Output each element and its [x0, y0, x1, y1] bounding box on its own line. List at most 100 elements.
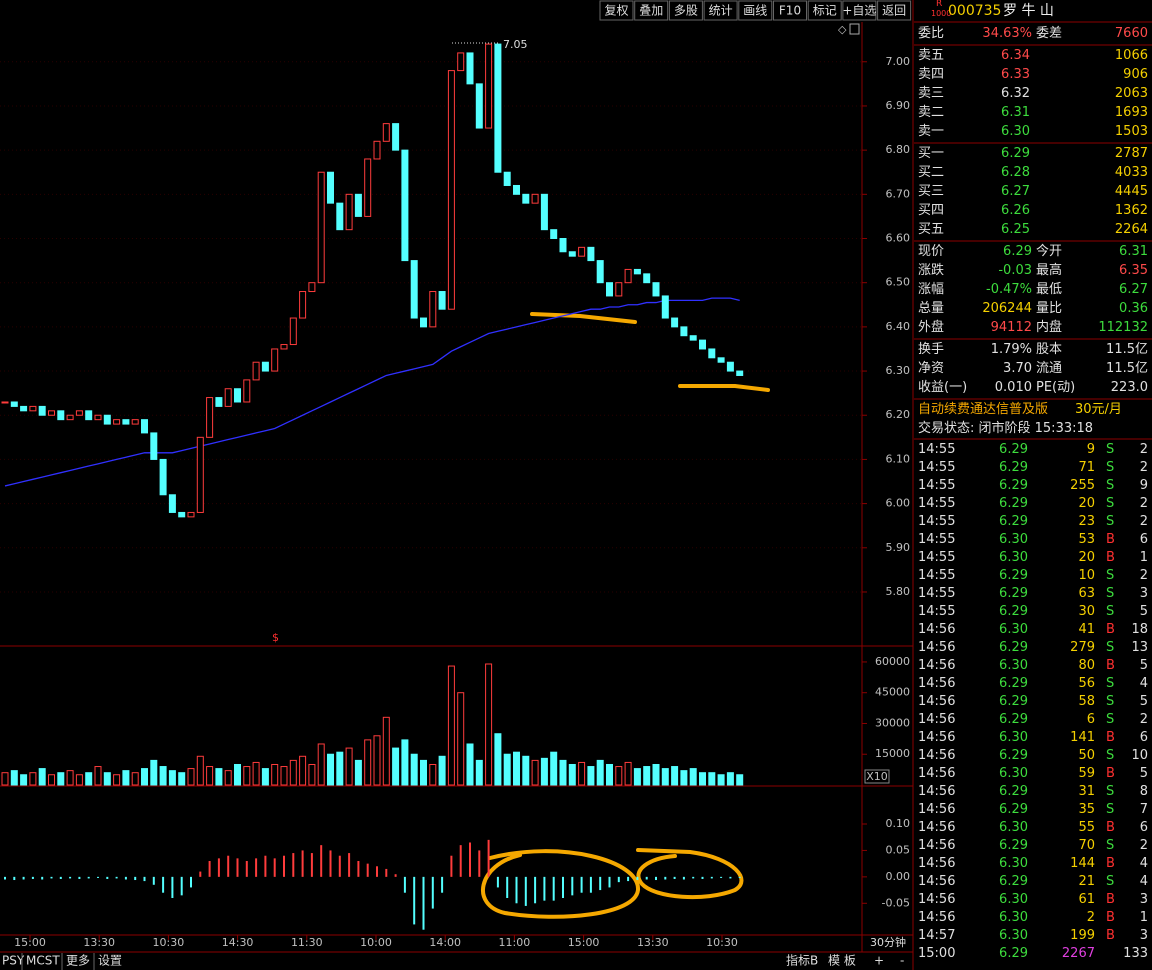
- trade-volume: 21: [1078, 874, 1095, 889]
- trade-price: 6.30: [999, 730, 1028, 745]
- toolbar-button[interactable]: [807, 0, 842, 21]
- trade-count: 2: [1139, 568, 1148, 583]
- candle: [401, 149, 409, 262]
- toolbar-label[interactable]: 标记: [813, 4, 837, 18]
- tab[interactable]: +: [874, 954, 884, 968]
- candle: [261, 361, 269, 372]
- toolbar-button[interactable]: [877, 0, 912, 21]
- trade-price: 6.29: [999, 640, 1028, 655]
- volume-bar: [234, 763, 241, 786]
- volume-bar: [271, 763, 279, 786]
- trade-side: S: [1106, 568, 1115, 583]
- tab[interactable]: 模 板: [828, 954, 856, 968]
- trade-volume: 53: [1078, 532, 1095, 547]
- trade-time: 14:55: [918, 496, 956, 511]
- trade-side: B: [1106, 532, 1115, 547]
- label: 总量: [918, 301, 945, 316]
- tab[interactable]: MCST: [26, 954, 60, 968]
- marker: $: [272, 631, 279, 644]
- trade-side: S: [1106, 586, 1115, 601]
- toolbar-label[interactable]: 叠加: [639, 4, 663, 18]
- tab[interactable]: 设置: [98, 954, 122, 968]
- candle: [103, 414, 111, 425]
- price: 6.30: [1001, 124, 1030, 139]
- trade-time: 14:55: [918, 442, 956, 457]
- volume-bar: [345, 747, 353, 786]
- label: 最高: [1036, 263, 1063, 278]
- toolbar-button[interactable]: [842, 0, 877, 21]
- trade-price: 6.29: [999, 874, 1028, 889]
- candle: [699, 339, 706, 350]
- candle: [392, 123, 400, 151]
- volume-bar: [57, 772, 65, 786]
- toolbar-label[interactable]: 统计: [709, 4, 733, 18]
- tab[interactable]: 指标B: [786, 953, 818, 968]
- volume-bar: [168, 770, 176, 786]
- tab[interactable]: 更多: [66, 954, 90, 968]
- volume-bar: [475, 759, 483, 786]
- candle: [122, 419, 130, 425]
- volume-bar: [606, 763, 613, 786]
- trade-price: 6.29: [999, 694, 1028, 709]
- candle: [457, 52, 465, 72]
- label: 买一: [918, 146, 945, 161]
- candle: [345, 193, 353, 231]
- period[interactable]: 30分钟: [870, 935, 906, 949]
- trade-side: S: [1106, 478, 1115, 493]
- label: 现价: [918, 244, 945, 259]
- icon[interactable]: ◇: [838, 23, 847, 36]
- label: 内盘: [1036, 320, 1063, 335]
- volume: 1066: [1114, 48, 1148, 63]
- y-tick-label: 6.10: [886, 452, 911, 465]
- trade-time: 14:56: [918, 892, 956, 907]
- volume-bar: [643, 766, 651, 786]
- toolbar-label[interactable]: 复权: [604, 4, 628, 18]
- price: 6.31: [1001, 105, 1030, 120]
- trade-time: 14:55: [918, 568, 956, 583]
- volume: 1693: [1114, 105, 1148, 120]
- volume-bar: [578, 761, 586, 786]
- toolbar-button[interactable]: [738, 0, 773, 21]
- volume-bar: [401, 739, 409, 786]
- value: -0.47%: [986, 282, 1032, 297]
- badge: R: [936, 0, 943, 9]
- candle: [540, 193, 548, 231]
- toolbar-label[interactable]: +自选: [842, 4, 876, 18]
- volume-bar: [717, 774, 725, 786]
- label: 委比: [918, 26, 945, 41]
- candle: [317, 171, 325, 284]
- trade-volume: 70: [1078, 838, 1095, 853]
- icon[interactable]: [849, 23, 860, 35]
- toolbar-button[interactable]: [634, 0, 669, 21]
- trade-time: 14:56: [918, 712, 956, 727]
- toolbar-button[interactable]: [599, 0, 634, 21]
- tab[interactable]: PSY: [2, 954, 25, 968]
- trade-side: S: [1106, 676, 1115, 691]
- volume-bar: [559, 759, 567, 786]
- label: 收益(一): [918, 380, 968, 395]
- volume-bar: [10, 770, 18, 786]
- toolbar-button[interactable]: [703, 0, 738, 21]
- candle: [522, 193, 530, 204]
- toolbar-label[interactable]: 返回: [882, 4, 906, 18]
- price: 6.29: [1001, 146, 1030, 161]
- trade-side: B: [1106, 766, 1115, 781]
- annotation: [481, 312, 770, 919]
- value: -0.03: [998, 263, 1032, 278]
- tab[interactable]: -: [900, 954, 904, 968]
- value: 6.35: [1119, 263, 1148, 278]
- toolbar-button[interactable]: [668, 0, 703, 21]
- toolbar-button[interactable]: [773, 0, 807, 21]
- value: 94112: [990, 320, 1032, 335]
- toolbar-label[interactable]: 多股: [674, 4, 698, 18]
- toolbar-label[interactable]: F10: [779, 4, 801, 18]
- volume-bar: [20, 774, 28, 786]
- toolbar-label[interactable]: 画线: [743, 4, 767, 18]
- trade-time: 14:56: [918, 676, 956, 691]
- volume-bar: [308, 763, 316, 786]
- volume-bar: [513, 751, 520, 786]
- trade-side: S: [1106, 712, 1115, 727]
- candle: [206, 397, 214, 438]
